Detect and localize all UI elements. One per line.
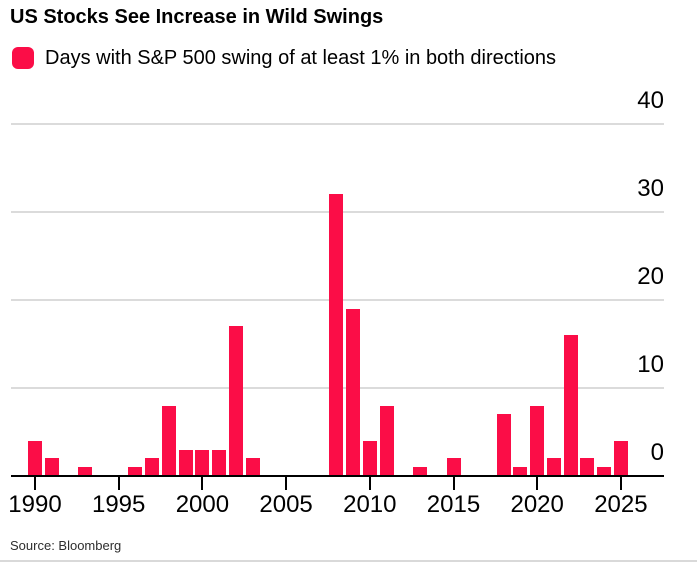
x-tick-label-1990: 1990: [8, 491, 62, 518]
bar-2009: [346, 308, 361, 476]
x-tick-2020: [536, 477, 539, 490]
bar-2018: [496, 414, 511, 476]
x-tick-1995: [117, 477, 120, 490]
bar-1993: [78, 467, 93, 476]
bar-2015: [446, 458, 461, 476]
x-tick-label-1995: 1995: [91, 491, 146, 518]
legend-swatch-icon: [12, 47, 34, 69]
x-tick-label-2020: 2020: [510, 491, 564, 518]
bar-1990: [28, 440, 42, 476]
bar-1999: [178, 449, 193, 476]
bar-2025: [613, 440, 628, 476]
bar-2022: [563, 335, 578, 476]
x-tick-label-2000: 2000: [175, 491, 230, 518]
gridline-y-40: [11, 123, 664, 125]
bar-2003: [245, 458, 260, 476]
y-tick-label-40: 40: [637, 87, 664, 114]
x-tick-2010: [368, 477, 371, 490]
bar-2000: [195, 449, 210, 476]
y-tick-label-30: 30: [637, 175, 664, 202]
bar-2024: [597, 467, 612, 476]
x-tick-label-2025: 2025: [594, 491, 648, 518]
y-tick-label-10: 10: [637, 351, 664, 378]
y-tick-label-0: 0: [650, 439, 664, 466]
x-tick-2015: [452, 477, 455, 490]
bar-2021: [546, 458, 561, 476]
bar-2023: [580, 458, 595, 476]
bar-2020: [530, 405, 545, 476]
x-tick-label-2015: 2015: [426, 491, 481, 518]
legend: Days with S&P 500 swing of at least 1% i…: [12, 46, 556, 70]
x-tick-2000: [201, 477, 204, 490]
y-tick-label-20: 20: [637, 263, 664, 290]
bar-1997: [145, 458, 160, 476]
bar-1996: [128, 467, 143, 476]
bar-2010: [362, 440, 377, 476]
bar-1998: [161, 405, 176, 476]
x-tick-label-2005: 2005: [259, 491, 313, 518]
x-tick-label-2010: 2010: [343, 491, 397, 518]
bottom-divider: [0, 560, 697, 562]
bar-2002: [228, 326, 243, 476]
bar-2019: [513, 467, 528, 476]
bar-2011: [379, 405, 394, 476]
bar-2013: [413, 467, 428, 476]
legend-label: Days with S&P 500 swing of at least 1% i…: [45, 46, 557, 69]
chart-title: US Stocks See Increase in Wild Swings: [10, 6, 384, 28]
source-note: Source: Bloomberg: [10, 538, 122, 553]
bar-2001: [212, 449, 227, 476]
x-tick-2025: [619, 477, 622, 490]
x-tick-1990: [34, 477, 36, 490]
x-tick-2005: [285, 477, 288, 490]
bar-1991: [44, 458, 59, 476]
bar-2008: [329, 194, 344, 476]
x-axis-line: [11, 475, 664, 477]
